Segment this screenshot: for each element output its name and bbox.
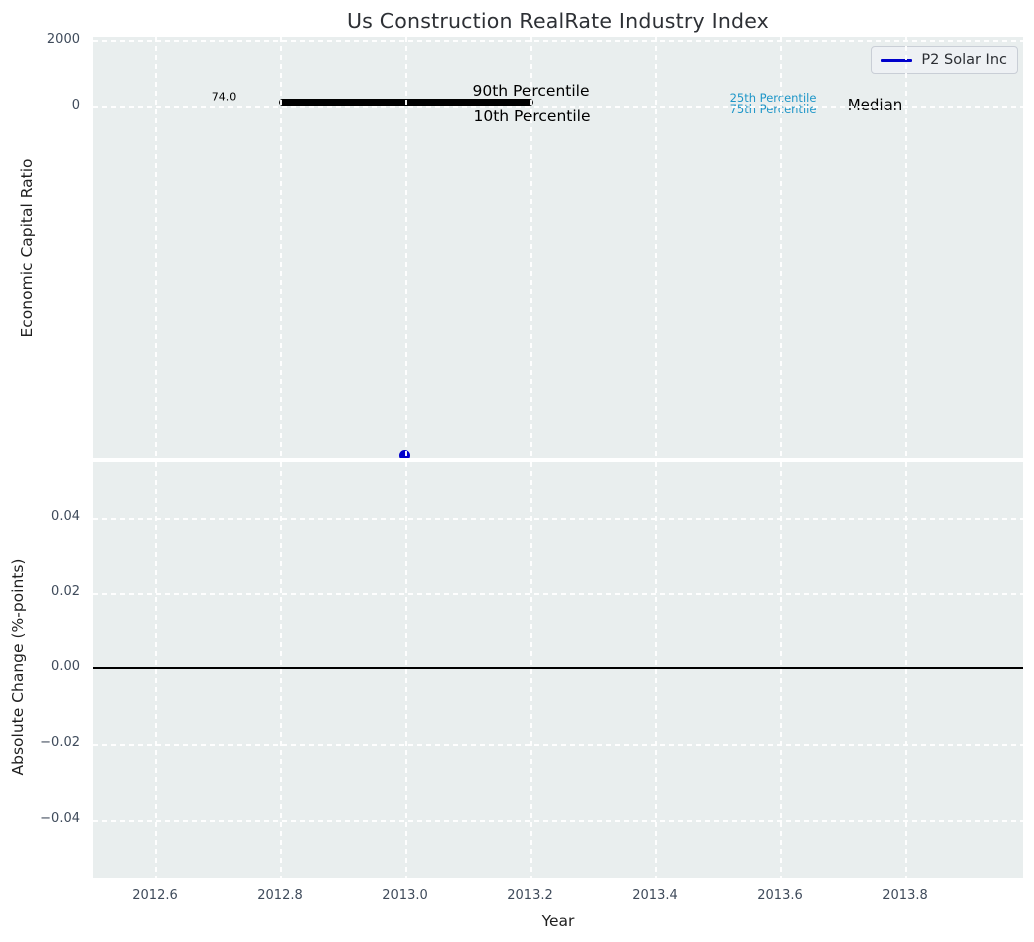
top-plot-area: 74.0 90th Percentile 10th Percentile 25t… [93,37,1023,458]
vertical-gridline [655,37,657,458]
vertical-gridline [405,462,407,878]
y-tick-label: 0.02 [51,584,80,599]
x-axis-label: Year [541,912,575,930]
vertical-gridline [280,462,282,878]
label-25th-percentile: 25th Percentile [729,91,817,105]
horizontal-gridline [93,40,1023,42]
horizontal-gridline [93,744,1023,746]
top-ylabel: Economic Capital Ratio [18,158,36,338]
vertical-gridline [530,462,532,878]
company-data-point [399,450,410,458]
horizontal-gridline [93,820,1023,822]
y-tick-label: 2000 [46,32,80,47]
x-tick-label: 2013.2 [507,888,553,903]
x-tick-label: 2013.0 [382,888,428,903]
chart-title: Us Construction RealRate Industry Index [346,9,770,33]
bottom-plot-area [93,462,1023,878]
legend-label: P2 Solar Inc [921,52,1007,68]
legend-line-sample [881,58,913,62]
horizontal-gridline [93,518,1023,520]
label-10th-percentile: 10th Percentile [473,107,591,125]
vertical-gridline [280,37,282,458]
vertical-gridline [780,462,782,878]
label-median: Median [847,96,903,114]
vertical-gridline [655,462,657,878]
vertical-gridline [155,462,157,878]
vertical-gridline [155,37,157,458]
x-tick-label: 2012.6 [132,888,178,903]
horizontal-gridline [93,593,1023,595]
y-tick-label: 0.00 [51,659,80,674]
y-tick-label: 0 [71,98,80,113]
band-value-label: 74.0 [211,90,237,104]
horizontal-gridline [93,106,1023,108]
y-tick-label: −0.04 [40,811,80,826]
vertical-gridline [780,37,782,458]
label-75th-percentile: 75th Percentile [729,102,817,116]
x-tick-label: 2013.6 [757,888,803,903]
x-tick-label: 2012.8 [257,888,303,903]
vertical-gridline [405,37,407,458]
vertical-gridline [905,37,907,458]
vertical-gridline [530,37,532,458]
x-tick-label: 2013.8 [882,888,928,903]
legend: P2 Solar Inc [871,46,1018,74]
x-tick-label: 2013.4 [632,888,678,903]
y-tick-label: 0.04 [51,509,80,524]
zero-line [93,667,1023,669]
vertical-gridline [905,462,907,878]
y-tick-label: −0.02 [40,735,80,750]
